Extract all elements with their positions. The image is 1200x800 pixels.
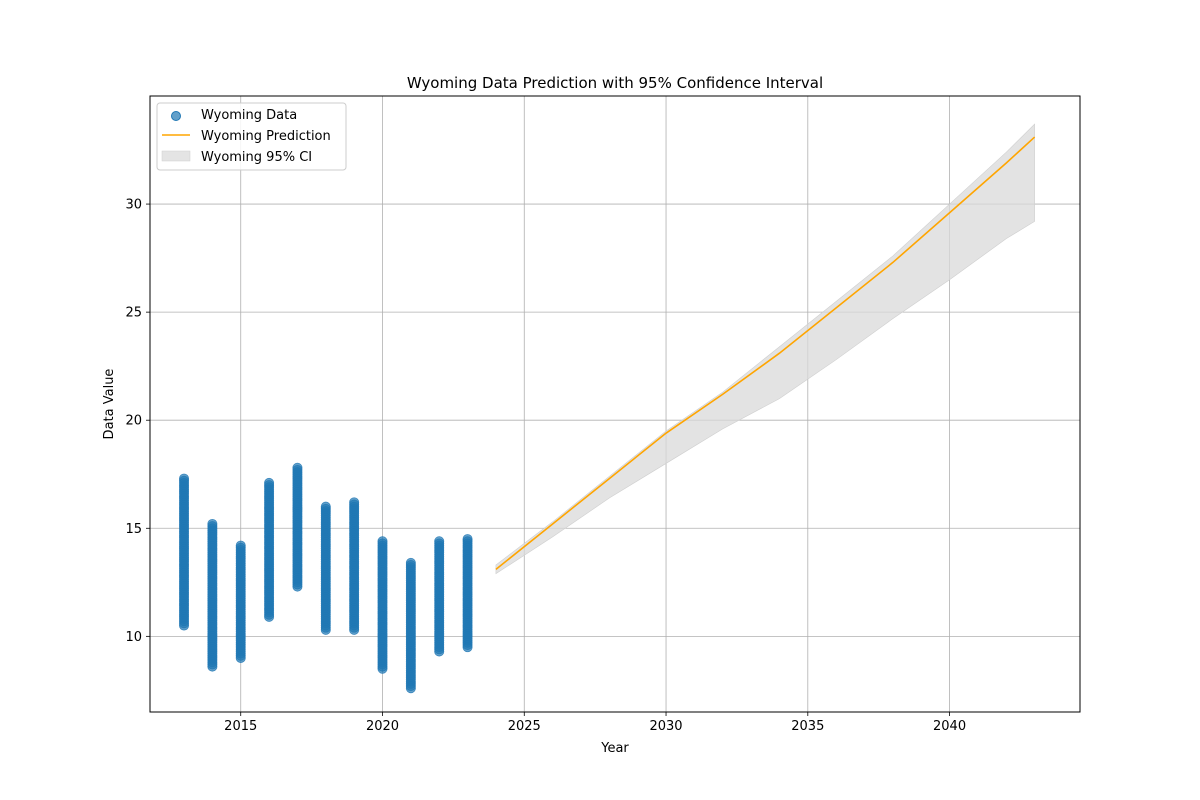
x-tick-label: 2035 (791, 719, 824, 734)
scatter-layer (179, 462, 473, 694)
x-axis-label: Year (600, 741, 629, 756)
y-tick-label: 25 (125, 306, 142, 321)
scatter-strip (434, 536, 445, 657)
chart-title: Wyoming Data Prediction with 95% Confide… (407, 74, 823, 92)
y-axis-label: Data Value (102, 369, 117, 440)
scatter-point (405, 683, 416, 694)
scatter-strip (462, 534, 473, 653)
scatter-point (349, 624, 360, 635)
plot-frame (149, 95, 1081, 713)
scatter-strip (264, 477, 275, 622)
y-tick-label: 20 (125, 414, 142, 429)
legend-label-ci: Wyoming 95% CI (201, 150, 312, 165)
legend-label-prediction: Wyoming Prediction (201, 129, 331, 144)
x-tick-label: 2040 (933, 719, 966, 734)
x-tick-label: 2030 (649, 719, 682, 734)
legend-box (156, 102, 347, 171)
x-tick-label: 2025 (508, 719, 541, 734)
scatter-point (179, 620, 190, 631)
x-tick-label: 2020 (366, 719, 399, 734)
legend-label-data: Wyoming Data (201, 108, 297, 123)
scatter-point (462, 642, 473, 653)
scatter-point (377, 663, 388, 674)
prediction-line-layer (495, 136, 1036, 570)
x-tick-label: 2015 (224, 719, 257, 734)
y-tick-label: 10 (125, 630, 142, 645)
scatter-strip (349, 497, 360, 635)
scatter-strip (207, 518, 218, 672)
y-tick-label: 30 (125, 198, 142, 213)
prediction-line (495, 136, 1036, 570)
y-axis-ticks: 10 15 20 25 30 (125, 198, 150, 645)
y-tick-label: 15 (125, 522, 142, 537)
scatter-strip (405, 557, 416, 694)
scatter-point (320, 624, 331, 635)
legend-marker-data (171, 111, 181, 121)
grid (150, 96, 1080, 712)
legend-marker-ci (161, 150, 191, 162)
scatter-strip (320, 501, 331, 635)
x-axis-ticks: 2015 2020 2025 2030 2035 2040 (224, 712, 966, 734)
scatter-point (235, 652, 246, 663)
plot-area (150, 96, 1080, 712)
scatter-point (292, 581, 303, 592)
legend: Wyoming Data Wyoming Prediction Wyoming … (156, 102, 347, 171)
scatter-strip (377, 536, 388, 674)
scatter-point (207, 661, 218, 672)
scatter-strip (235, 540, 246, 663)
scatter-point (434, 646, 445, 657)
scatter-point (264, 611, 275, 622)
scatter-strip (179, 473, 190, 631)
scatter-strip (292, 462, 303, 592)
